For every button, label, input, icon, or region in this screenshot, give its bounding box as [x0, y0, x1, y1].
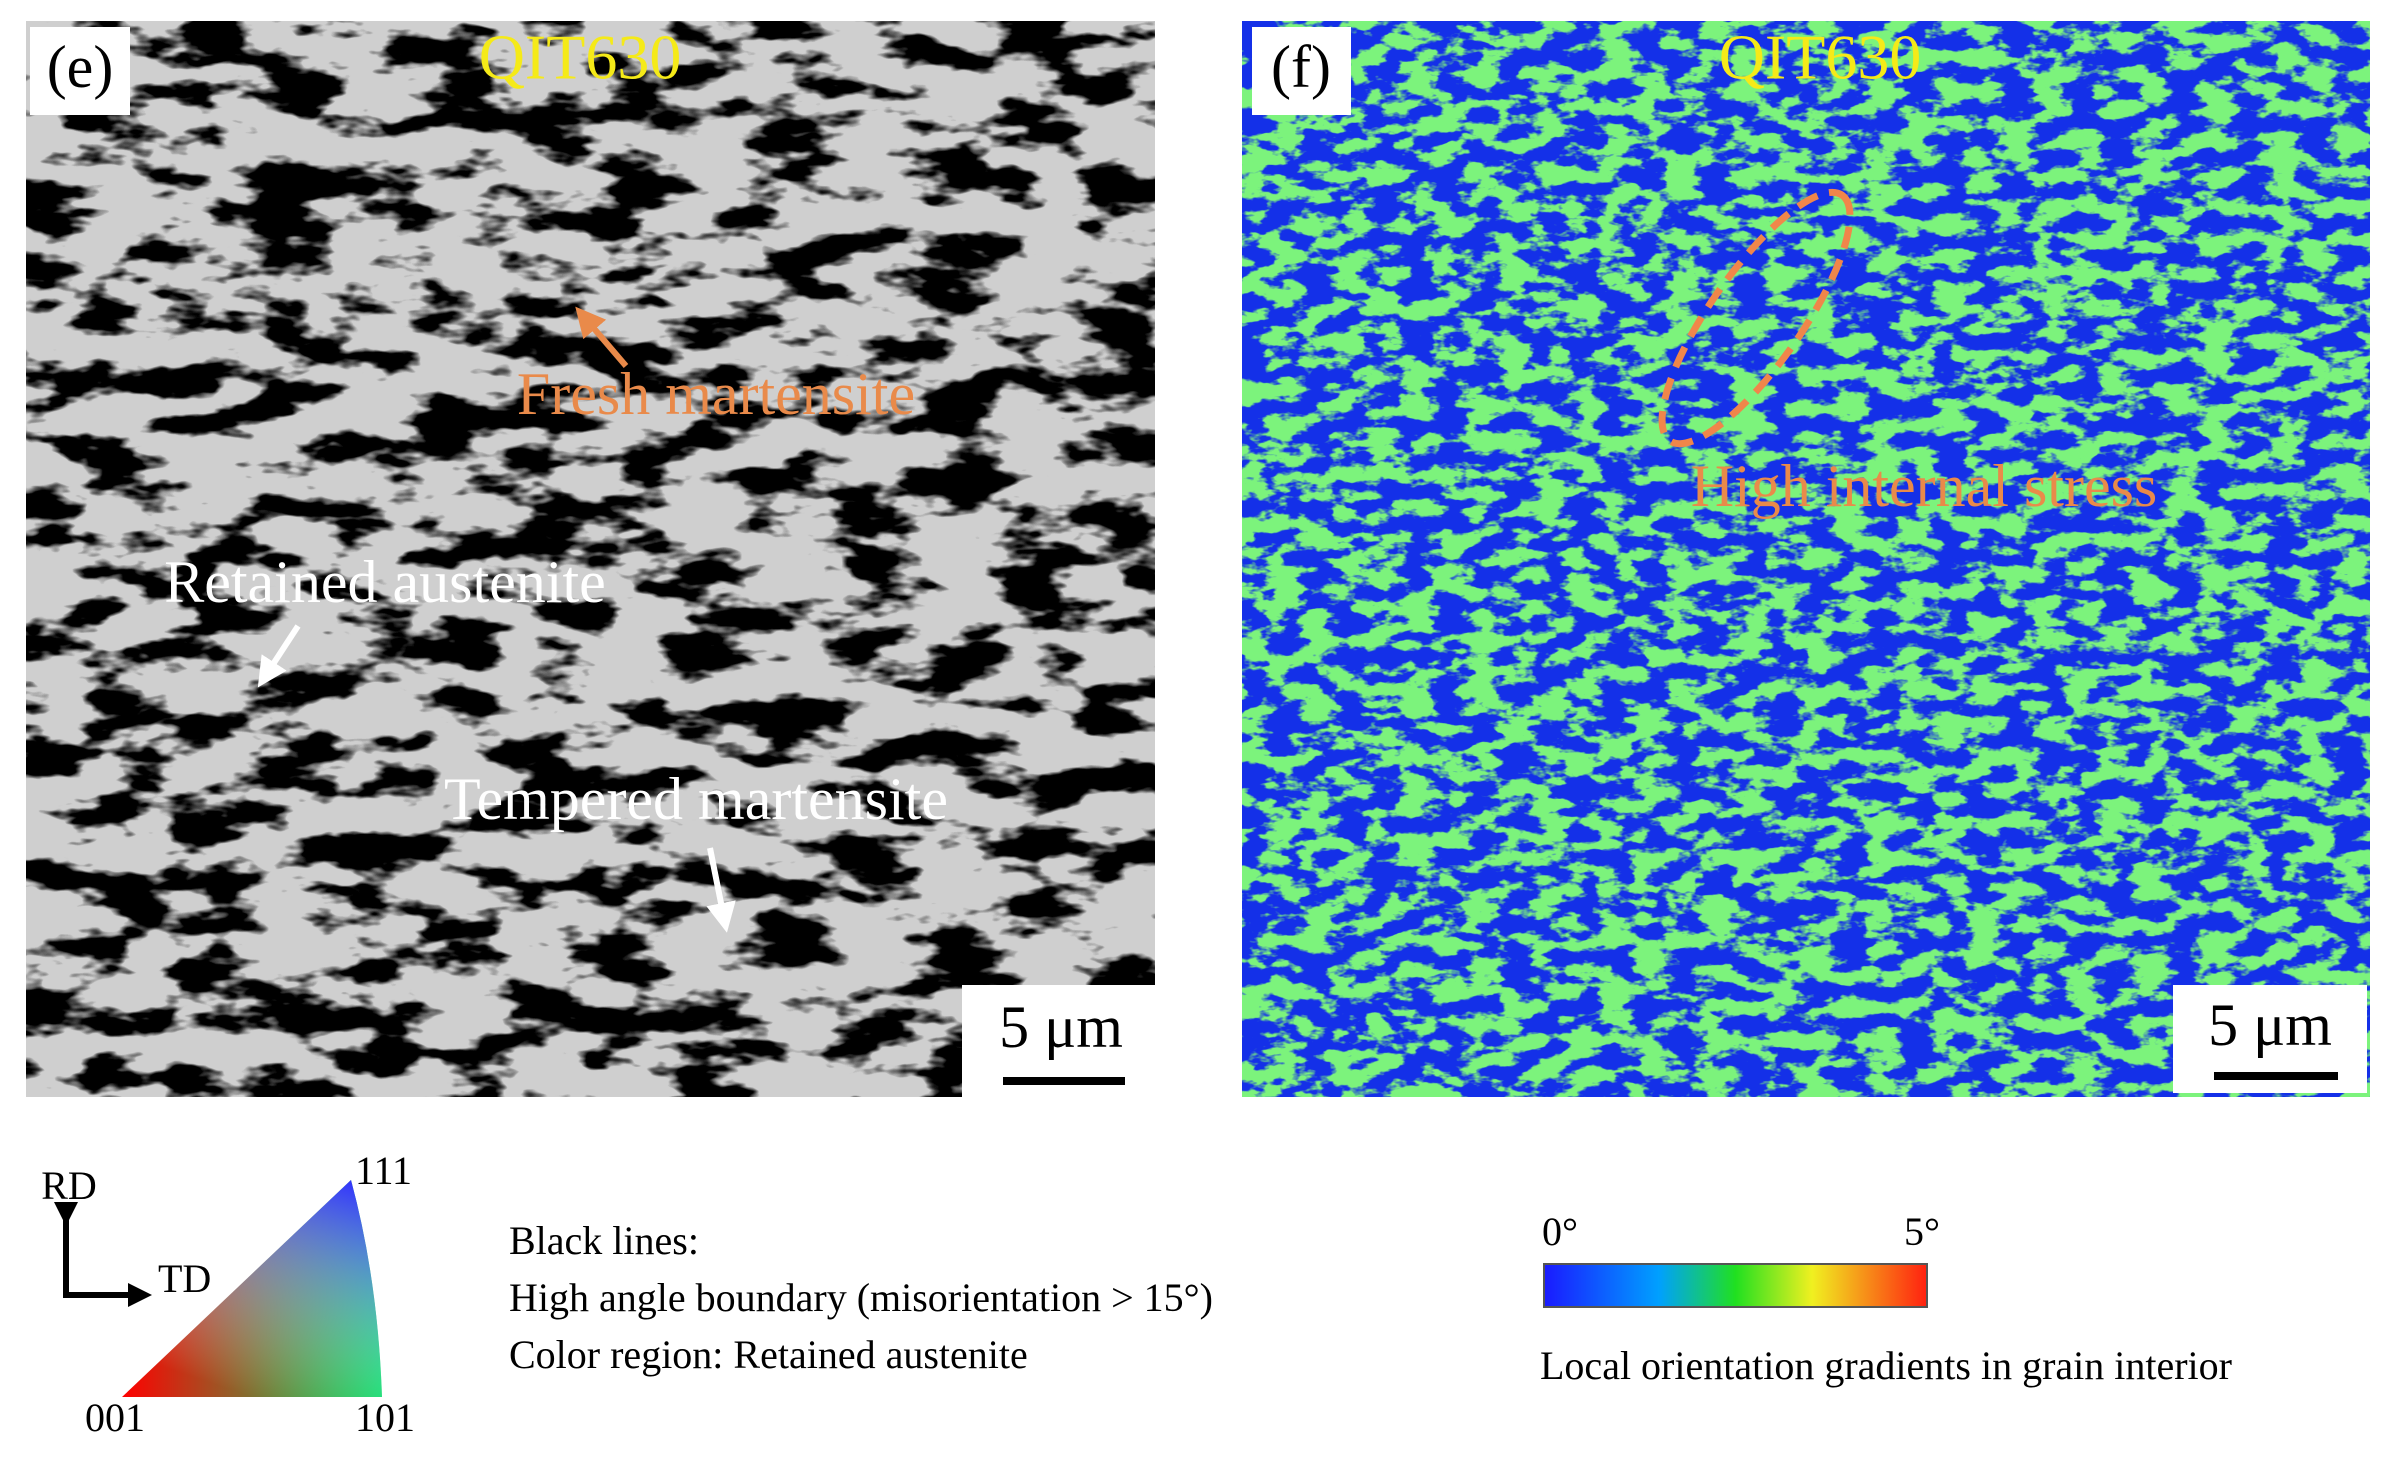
label-box [30, 27, 130, 115]
corner-label: 101 [355, 1395, 415, 1440]
corner-label: 111 [355, 1148, 412, 1193]
annotation: Retained austenite [164, 549, 606, 615]
highlight-ellipse [1658, 188, 1854, 448]
scale-bar-label: 5 μm [2208, 992, 2332, 1058]
panel-label: (e) [47, 34, 114, 100]
axis-label: TD [158, 1256, 211, 1301]
ipf-shading [122, 1180, 382, 1397]
legend-line: High angle boundary (misorientation > 15… [509, 1275, 1213, 1320]
colorbar-min: 0° [1542, 1209, 1578, 1254]
gradient-map [1242, 21, 2370, 1097]
annotation: Tempered martensite [444, 766, 948, 832]
legend-line: Color region: Retained austenite [509, 1332, 1028, 1377]
scale-bar-label: 5 μm [999, 994, 1123, 1060]
colorbar-ramp [1543, 1263, 1928, 1308]
panel-label: (f) [1271, 34, 1331, 100]
annotation: High internal stress [1691, 453, 2158, 519]
axis-label: RD [41, 1163, 97, 1208]
legend-line: Black lines: [509, 1218, 699, 1263]
colorbar: 0° 5° Local orientation gradients in gra… [1540, 1209, 2232, 1388]
boundary-legend: Black lines: High angle boundary (misori… [509, 1218, 1213, 1377]
arrow [575, 306, 629, 368]
arrow [706, 847, 736, 933]
panel-title: QIT630 [1719, 22, 1922, 93]
panel-f: (f) QIT630 High internal stress 5 μm [1242, 21, 2370, 1097]
arrow [257, 624, 301, 688]
annotation: Fresh martensite [517, 361, 915, 427]
colorbar-caption: Local orientation gradients in grain int… [1540, 1343, 2232, 1388]
panel-title: QIT630 [479, 22, 682, 93]
corner-label: 001 [85, 1395, 145, 1440]
boundaries [26, 21, 1155, 1097]
panel-e: (e) QIT630 Fresh martensite Retained aus… [26, 21, 1155, 1097]
label-box [1252, 27, 1351, 115]
ipf-legend: RD TD 111 001 101 [41, 1148, 415, 1440]
colorbar-max: 5° [1904, 1209, 1940, 1254]
axis-arrows [54, 1202, 152, 1307]
